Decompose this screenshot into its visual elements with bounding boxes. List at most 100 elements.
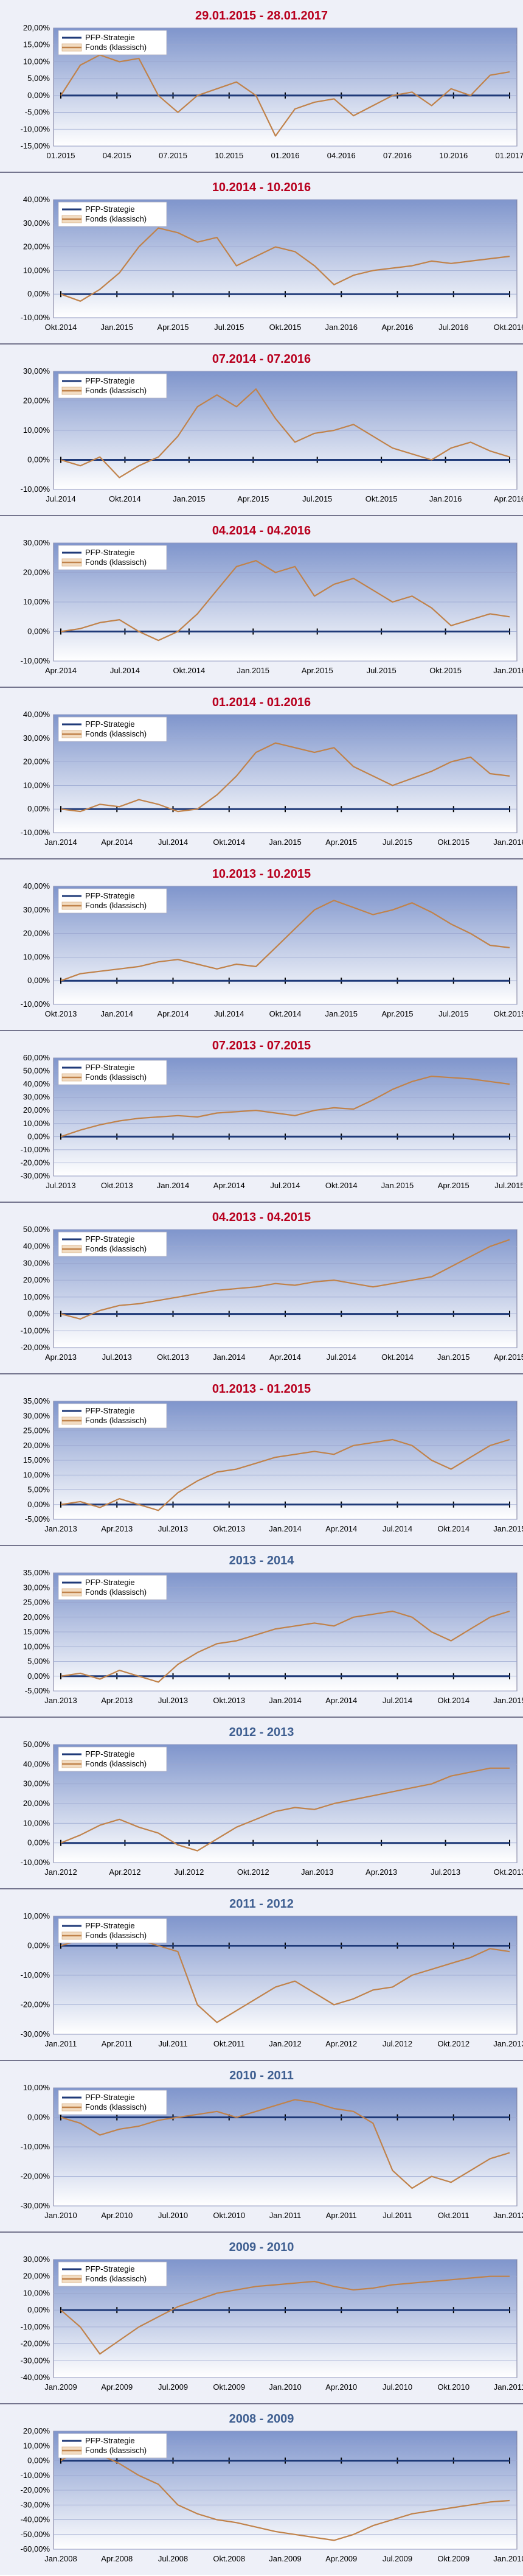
x-tick-label: Apr.2015: [494, 1353, 523, 1362]
chart-svg: 2011 - 2012 10,00% 0,00% -10,00% -20,00% -30,…: [0, 1888, 523, 2060]
x-tick-label: Jan.2014: [213, 1353, 246, 1362]
x-tick-label: Apr.2015: [325, 838, 357, 847]
y-tick-label: 20,00%: [23, 396, 50, 405]
chart-svg: 2013 - 2014 35,00% 30,00% 25,00% 20,00% 15,00…: [0, 1545, 523, 1717]
chart-panel: 29.01.2015 - 28.01.2017 20,00% 15,00% 10,00…: [0, 0, 523, 172]
series-line-fonds: [60, 559, 510, 642]
legend-label-pfp: PFP-Strategie: [85, 1749, 135, 1759]
legend-label-pfp: PFP-Strategie: [85, 548, 135, 557]
chart-panel: 07.2013 - 07.2015 60,00% 50,00% 40,00% 30,00…: [0, 1030, 523, 1202]
legend-label-fonds: Fonds (klassisch): [85, 43, 147, 52]
chart-panel: 2012 - 2013 50,00% 40,00% 30,00% 20,00% 10,00…: [0, 1717, 523, 1888]
y-tick-label: 30,00%: [23, 2255, 50, 2264]
x-tick-label: Jul.2013: [102, 1353, 132, 1362]
y-tick-label: 10,00%: [23, 952, 50, 961]
chart-panel: 2010 - 2011 10,00% 0,00% -10,00% -20,00% -30,…: [0, 2060, 523, 2231]
series-line-fonds: [60, 1239, 510, 1320]
chart-svg: 2008 - 2009 20,00% 10,00% 0,00% -10,00% -20,0…: [0, 2403, 523, 2575]
x-tick-label: Apr.2009: [325, 2554, 357, 2563]
x-tick-label: Apr.2016: [381, 323, 413, 332]
x-tick-label: Jan.2013: [44, 1696, 77, 1705]
y-tick-label: -5,00%: [25, 1514, 50, 1524]
y-tick-label: 20,00%: [23, 929, 50, 938]
x-tick-label: Jul.2015: [367, 666, 397, 675]
x-tick-label: Jan.2008: [44, 2554, 77, 2563]
y-tick-label: 10,00%: [23, 2441, 50, 2450]
y-tick-label: 30,00%: [23, 1411, 50, 1420]
x-tick-label: Okt.2013: [101, 1181, 133, 1190]
chart-svg: 01.2014 - 01.2016 40,00% 30,00% 20,00% 10,00…: [0, 687, 523, 858]
y-tick-label: -30,00%: [21, 2201, 50, 2210]
chart-svg: 2009 - 2010 30,00% 20,00% 10,00% 0,00% -10,00…: [0, 2231, 523, 2403]
y-tick-label: -10,00%: [21, 828, 50, 837]
y-tick-label: -30,00%: [21, 1171, 50, 1180]
y-tick-label: 10,00%: [23, 2083, 50, 2092]
y-tick-label: 10,00%: [23, 597, 50, 606]
legend-label-fonds: Fonds (klassisch): [85, 729, 147, 738]
x-tick-label: Okt.2013: [494, 1867, 523, 1877]
x-tick-label: Jan.2016: [493, 666, 523, 675]
y-tick-label: 0,00%: [27, 455, 50, 464]
y-tick-label: -10,00%: [21, 2142, 50, 2151]
y-tick-label: 25,00%: [23, 1598, 50, 1607]
y-tick-label: -10,00%: [21, 1970, 50, 1979]
y-tick-label: -60,00%: [21, 2544, 50, 2553]
y-tick-label: 35,00%: [23, 1568, 50, 1577]
chart-title: 01.2013 - 01.2015: [212, 1382, 311, 1396]
x-tick-label: Jan.2016: [429, 494, 462, 503]
y-tick-label: 0,00%: [27, 627, 50, 636]
y-tick-label: 10,00%: [23, 265, 50, 275]
y-tick-label: 20,00%: [23, 242, 50, 251]
y-tick-label: 20,00%: [23, 2426, 50, 2435]
chart-panel: 01.2014 - 01.2016 40,00% 30,00% 20,00% 10,00…: [0, 687, 523, 858]
y-tick-label: 5,00%: [27, 1657, 50, 1666]
x-tick-label: Jul.2014: [46, 494, 75, 503]
x-tick-label: Apr.2012: [325, 2039, 357, 2048]
x-tick-label: 01.2015: [47, 151, 75, 160]
y-tick-label: -20,00%: [21, 2339, 50, 2348]
x-tick-label: Apr.2010: [101, 2211, 133, 2220]
series-line-fonds: [60, 227, 510, 302]
x-tick-label: Apr.2010: [325, 2382, 357, 2392]
legend-label-fonds: Fonds (klassisch): [85, 214, 147, 223]
y-tick-label: -20,00%: [21, 1343, 50, 1352]
y-tick-label: 40,00%: [23, 881, 50, 891]
x-tick-label: 01.2016: [271, 151, 300, 160]
legend-label-fonds: Fonds (klassisch): [85, 1759, 147, 1768]
y-tick-label: 30,00%: [23, 538, 50, 547]
legend-label-pfp: PFP-Strategie: [85, 719, 135, 729]
y-tick-label: -30,00%: [21, 2500, 50, 2509]
y-tick-label: 30,00%: [23, 1093, 50, 1102]
x-tick-label: Jul.2011: [158, 2039, 187, 2048]
series-line-fonds: [60, 1076, 510, 1138]
y-tick-label: -15,00%: [21, 141, 50, 150]
legend-label-pfp: PFP-Strategie: [85, 205, 135, 214]
x-tick-label: Jan.2016: [493, 838, 523, 847]
series-line-fonds: [60, 1610, 510, 1683]
y-tick-label: -30,00%: [21, 2356, 50, 2365]
y-tick-label: 15,00%: [23, 40, 50, 49]
chart-title: 2010 - 2011: [229, 2069, 294, 2082]
chart-title: 10.2013 - 10.2015: [212, 867, 311, 881]
legend-label-pfp: PFP-Strategie: [85, 1406, 135, 1415]
legend-label-pfp: PFP-Strategie: [85, 1921, 135, 1930]
legend-label-fonds: Fonds (klassisch): [85, 1244, 147, 1253]
x-tick-label: 10.2015: [215, 151, 243, 160]
legend-label-fonds: Fonds (klassisch): [85, 1587, 147, 1597]
y-tick-label: 0,00%: [27, 1941, 50, 1950]
y-tick-label: -20,00%: [21, 2485, 50, 2494]
y-tick-label: 15,00%: [23, 1455, 50, 1465]
chart-title: 07.2013 - 07.2015: [212, 1039, 311, 1052]
x-tick-label: Apr.2013: [365, 1867, 397, 1877]
x-tick-label: Jul.2015: [383, 838, 412, 847]
x-tick-label: Jul.2014: [270, 1181, 300, 1190]
x-tick-label: Okt.2014: [437, 1696, 469, 1705]
x-tick-label: Apr.2013: [101, 1524, 133, 1533]
legend-label-pfp: PFP-Strategie: [85, 2264, 135, 2273]
x-tick-label: 01.2017: [496, 151, 523, 160]
y-tick-label: 10,00%: [23, 780, 50, 789]
x-tick-label: Okt.2008: [213, 2554, 245, 2563]
y-tick-label: -10,00%: [21, 999, 50, 1009]
legend-label-fonds: Fonds (klassisch): [85, 558, 147, 567]
y-tick-label: 50,00%: [23, 1225, 50, 1234]
